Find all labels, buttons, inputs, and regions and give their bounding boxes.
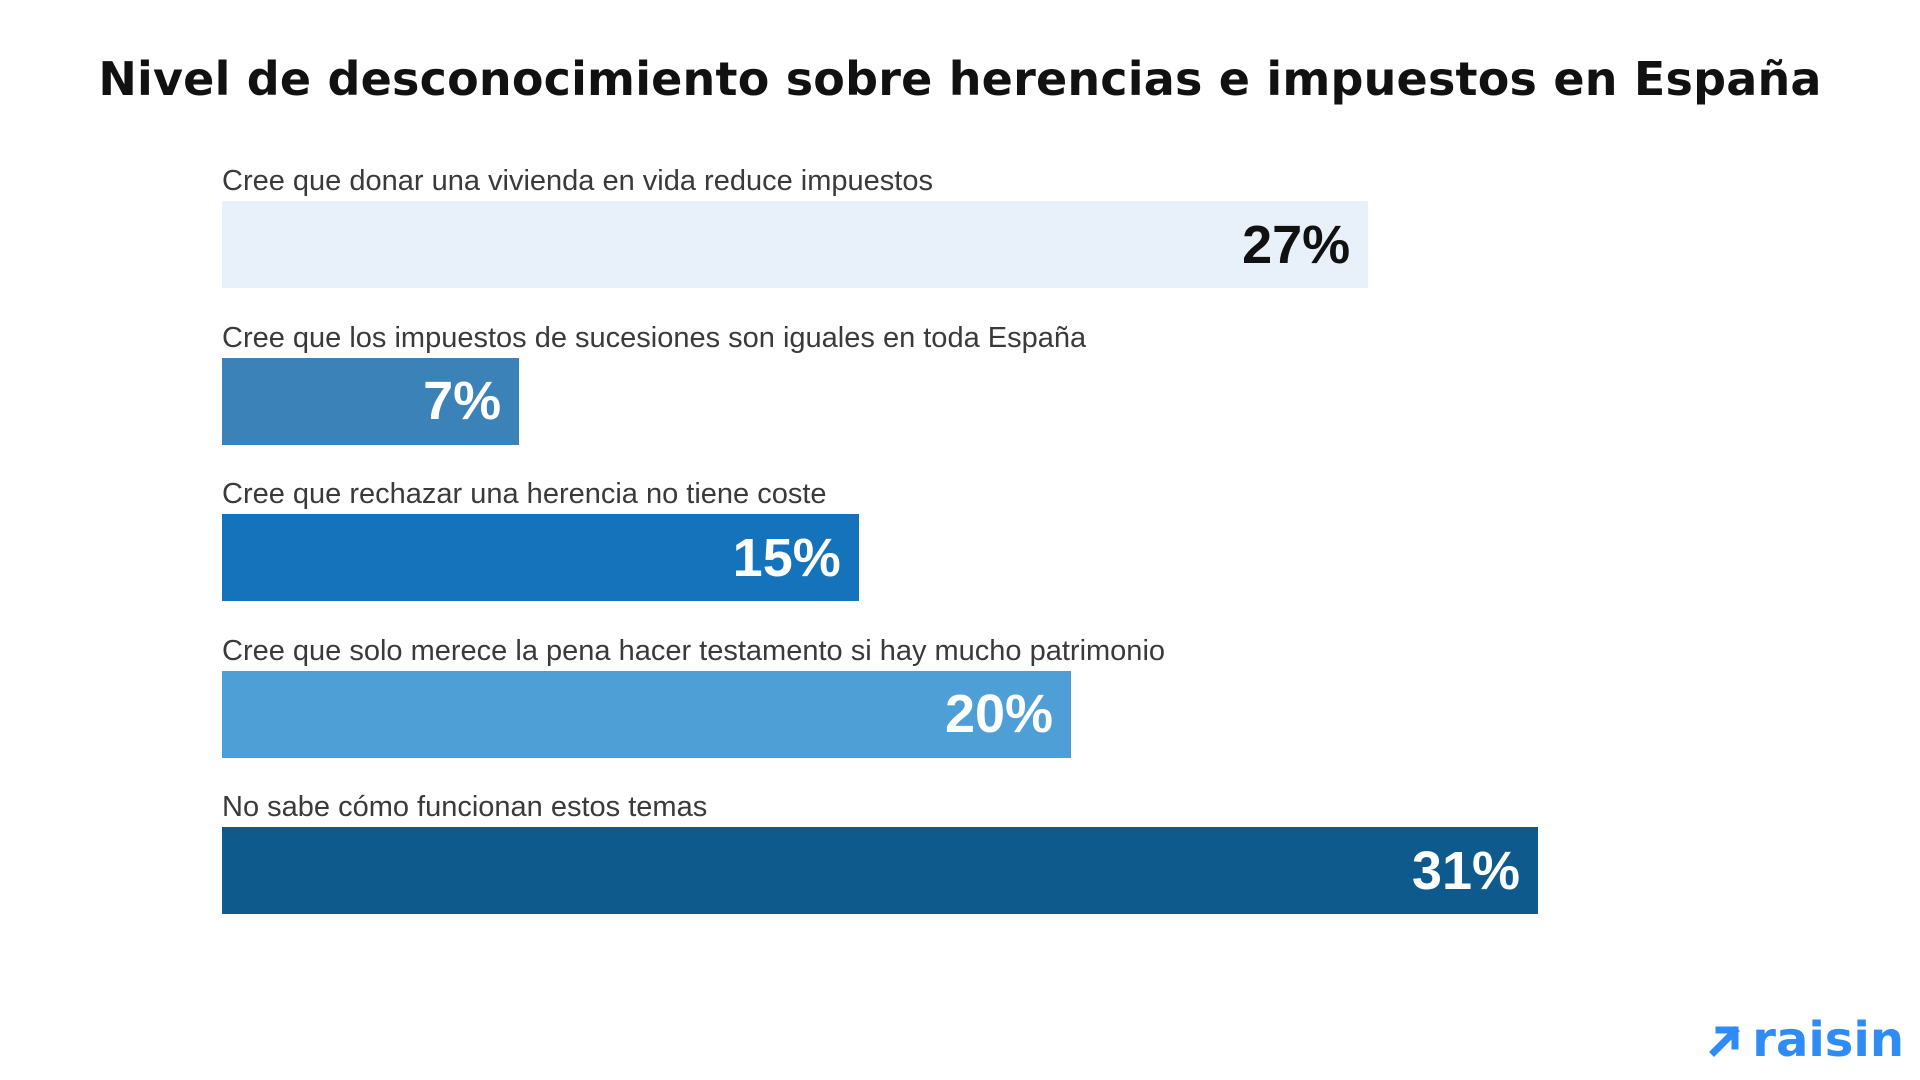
bar: 7% <box>222 357 520 445</box>
data-label: 15% <box>732 527 841 588</box>
chart-title: Nivel de desconocimiento sobre herencias… <box>98 52 1822 106</box>
bar: 31% <box>222 827 1538 914</box>
bar: 27% <box>222 201 1369 288</box>
data-label: 27% <box>1242 214 1351 275</box>
raisin-logo: raisin <box>1708 1012 1904 1068</box>
category-label: No sabe cómo funcionan estos temas <box>222 791 708 823</box>
arrow-up-right-icon <box>1709 1026 1741 1057</box>
category-label: Cree que solo merece la pena hacer testa… <box>222 634 1166 667</box>
brand-name: raisin <box>1752 1012 1904 1068</box>
data-label: 7% <box>423 371 502 431</box>
category-label: Cree que los impuestos de sucesiones son… <box>222 321 1087 354</box>
bar: 15% <box>222 514 859 601</box>
category-label: Cree que donar una vivienda en vida redu… <box>222 165 933 197</box>
data-label: 20% <box>944 684 1054 744</box>
category-label: Cree que rechazar una herencia no tiene … <box>222 478 827 510</box>
data-label: 31% <box>1411 840 1520 901</box>
bar: 20% <box>222 670 1072 758</box>
